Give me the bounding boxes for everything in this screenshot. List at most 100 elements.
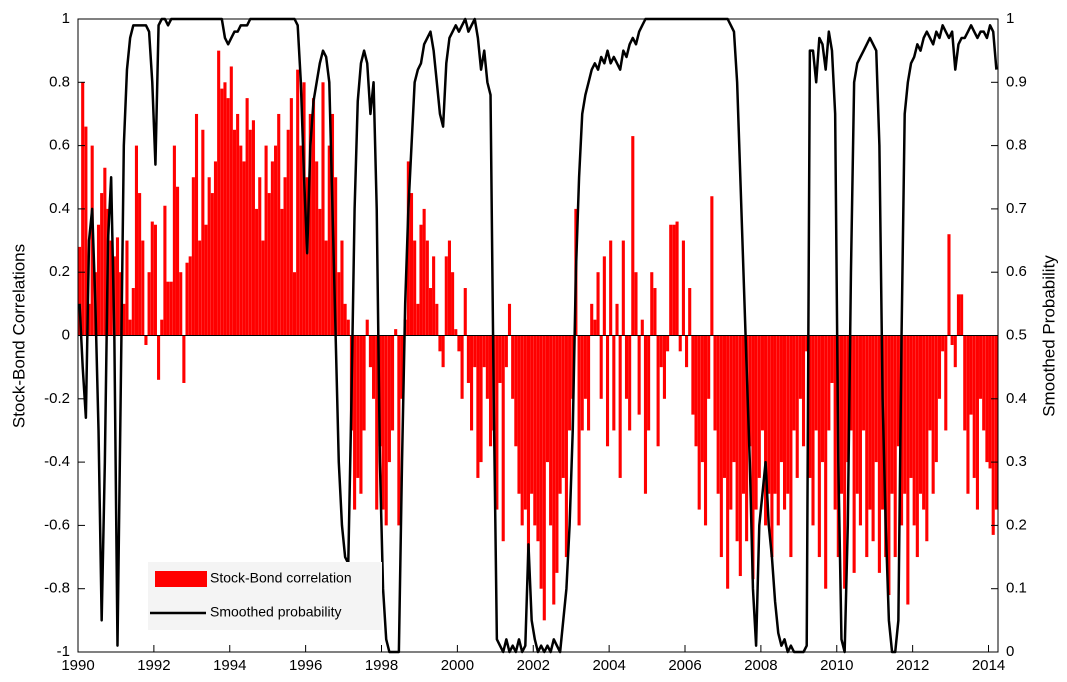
- bar: [517, 335, 521, 494]
- bar: [394, 329, 398, 336]
- bar: [210, 193, 214, 336]
- bar: [786, 335, 790, 494]
- bar: [460, 335, 464, 399]
- bar: [710, 196, 714, 336]
- bar: [764, 335, 768, 526]
- bar: [346, 319, 350, 336]
- bar: [596, 272, 600, 336]
- bar: [239, 145, 243, 336]
- bar: [526, 335, 531, 573]
- bar: [925, 335, 929, 542]
- bar: [153, 224, 157, 336]
- bar: [738, 335, 742, 577]
- bar: [972, 335, 976, 478]
- bar: [884, 335, 888, 558]
- bar: [267, 193, 271, 336]
- bar: [726, 335, 730, 589]
- bar: [656, 335, 660, 447]
- bar: [966, 335, 970, 494]
- bar: [223, 82, 227, 336]
- bar: [182, 335, 186, 383]
- bar: [488, 335, 493, 447]
- bar: [400, 335, 404, 399]
- bar: [163, 205, 167, 336]
- bar: [198, 240, 202, 336]
- bar: [666, 335, 670, 352]
- y-tick-label: 0.8: [49, 73, 70, 90]
- bar: [855, 335, 859, 494]
- bar: [906, 335, 910, 605]
- bar: [612, 335, 616, 431]
- bar: [251, 120, 255, 336]
- bar: [988, 335, 992, 469]
- bar: [896, 335, 900, 447]
- x-tick-label: 1998: [365, 657, 398, 674]
- y-tick-label: -0.8: [44, 580, 70, 597]
- bar: [542, 335, 546, 621]
- bar: [580, 335, 584, 431]
- bar: [255, 208, 259, 336]
- bar: [296, 69, 300, 336]
- legend-label: Smoothed probability: [210, 604, 342, 620]
- bar: [134, 145, 139, 336]
- bar: [188, 256, 192, 336]
- bar: [716, 335, 720, 494]
- bar: [795, 335, 799, 478]
- bar: [609, 240, 613, 336]
- bar: [207, 177, 211, 336]
- x-tick-label: 2004: [592, 657, 625, 674]
- bar: [191, 177, 195, 336]
- bar: [918, 335, 923, 494]
- bar: [292, 272, 297, 336]
- x-tick-label: 2006: [668, 657, 701, 674]
- bar: [982, 335, 986, 431]
- bar: [839, 335, 844, 494]
- bar: [903, 335, 907, 494]
- bar: [454, 329, 458, 336]
- bar: [217, 50, 221, 336]
- bar: [994, 335, 998, 510]
- bar: [204, 224, 208, 336]
- bar: [599, 335, 603, 399]
- bar: [229, 66, 233, 336]
- bar: [226, 98, 230, 336]
- bar: [444, 256, 448, 336]
- bar: [520, 335, 524, 526]
- bar: [78, 246, 82, 336]
- y2-tick-label: 0.4: [1006, 390, 1027, 407]
- bar: [887, 335, 891, 596]
- bar: [719, 335, 723, 558]
- bar: [729, 335, 733, 510]
- bar: [947, 234, 951, 336]
- bar: [681, 240, 685, 336]
- bar: [602, 256, 606, 336]
- bar: [773, 335, 777, 494]
- bar: [109, 240, 113, 336]
- bar: [865, 335, 869, 558]
- bar: [561, 335, 565, 478]
- x-tick-label: 2012: [896, 657, 929, 674]
- x-tick-label: 1990: [61, 657, 94, 674]
- bar: [504, 335, 508, 368]
- bar: [824, 335, 828, 589]
- bar: [308, 113, 312, 336]
- bar: [299, 145, 303, 336]
- bar: [688, 288, 692, 336]
- bar: [264, 145, 268, 336]
- bar: [523, 335, 527, 510]
- bar: [372, 335, 376, 399]
- bar: [409, 193, 414, 336]
- bar: [131, 288, 135, 336]
- bar: [779, 335, 783, 463]
- y2-tick-label: 0.5: [1006, 326, 1027, 343]
- x-tick-label: 2002: [517, 657, 550, 674]
- bar: [941, 335, 945, 352]
- bar: [956, 294, 961, 336]
- bar: [590, 303, 594, 336]
- bar: [931, 335, 935, 494]
- bar: [745, 335, 749, 542]
- bar: [820, 335, 825, 463]
- bar: [843, 335, 847, 589]
- bar: [950, 335, 954, 345]
- bar: [915, 335, 919, 558]
